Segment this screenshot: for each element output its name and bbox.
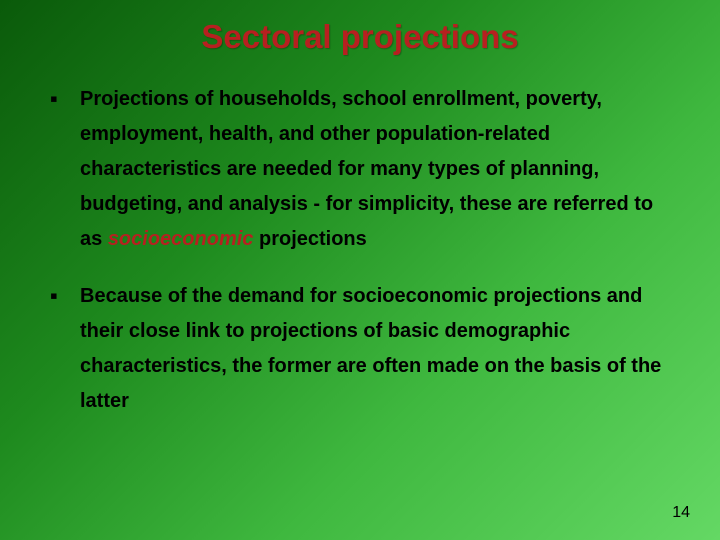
- bullet-list: Projections of households, school enroll…: [40, 82, 680, 419]
- text-segment: Because of the demand for socioeconomic …: [80, 285, 661, 412]
- text-segment: Projections of households, school enroll…: [80, 88, 653, 250]
- bullet-item: Because of the demand for socioeconomic …: [48, 279, 680, 419]
- page-number: 14: [672, 504, 690, 522]
- bullet-item: Projections of households, school enroll…: [48, 82, 680, 257]
- slide: Sectoral projections Projections of hous…: [0, 0, 720, 540]
- slide-title: Sectoral projections: [40, 18, 680, 56]
- text-segment: projections: [253, 228, 366, 250]
- text-segment: socioeconomic: [108, 228, 254, 250]
